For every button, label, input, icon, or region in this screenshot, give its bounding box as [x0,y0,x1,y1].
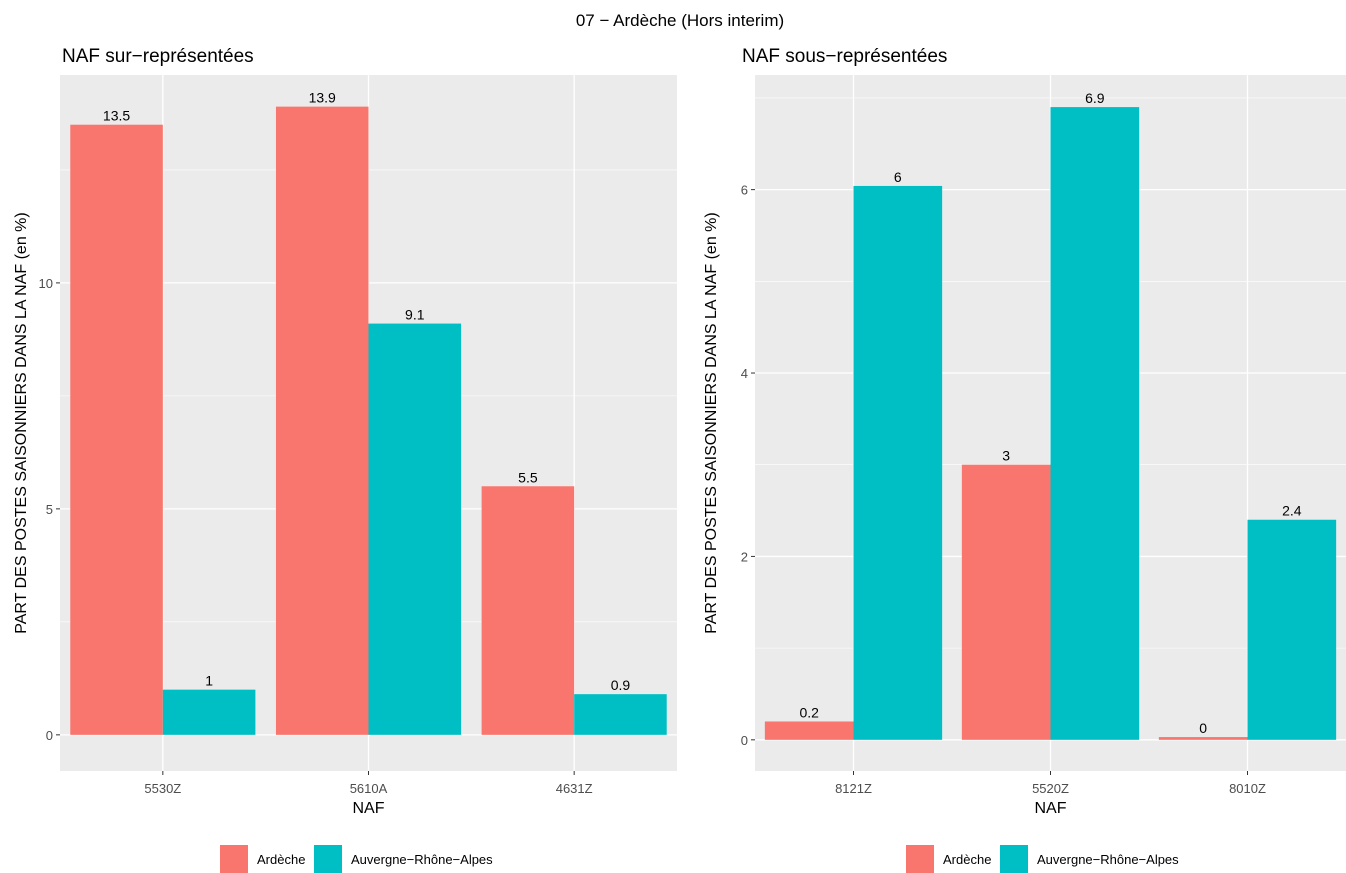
x-axis-label: NAF [1035,800,1067,817]
figure-title: 07 − Ardèche (Hors interim) [576,11,784,30]
x-tick-label: 5530Z [144,781,181,796]
bar-8010Z-auvergne-rhone-alpes [1247,519,1337,740]
legend-swatch [314,845,342,873]
bar-8121Z-ardeche [764,721,854,740]
legend: Ardèche Auvergne−Rhône−Alpes [220,845,493,873]
bar-8121Z-auvergne-rhone-alpes [853,185,943,740]
y-tick-label: 5 [46,502,53,517]
legend-swatch [906,845,934,873]
legend: Ardèche Auvergne−Rhône−Alpes [906,845,1179,873]
panel-title: NAF sur−représentées [62,46,254,67]
bar-5530Z-ardeche [70,124,163,735]
legend-label: Ardèche [943,852,991,867]
data-label: 13.5 [103,108,130,124]
legend-label: Auvergne−Rhône−Alpes [351,852,493,867]
x-tick-label: 8121Z [835,781,872,796]
y-tick-label: 0 [46,728,53,743]
bar-5520Z-ardeche [961,464,1051,740]
y-tick-label: 0 [741,733,748,748]
x-tick-label: 8010Z [1229,781,1266,796]
x-tick-label: 5610A [350,781,388,796]
x-tick-label: 5520Z [1032,781,1069,796]
data-label: 5.5 [518,469,538,485]
data-label: 0.9 [611,677,631,693]
bar-5610A-ardeche [275,106,369,735]
y-tick-label: 2 [741,549,748,564]
x-tick-label: 4631Z [556,781,593,796]
y-axis-label: PART DES POSTES SAISONNIERS DANS LA NAF … [13,212,30,633]
chart-panel-1: 13.5 13.9 5.5 1 9.1 0.9 0 5 10 5530Z 5610A 4631Z NAF… [13,46,677,873]
bar-5530Z-auvergne-rhone-alpes [162,689,256,735]
bar-5520Z-auvergne-rhone-alpes [1050,107,1140,740]
bar-5610A-auvergne-rhone-alpes [368,323,462,735]
y-tick-label: 10 [39,276,53,291]
data-label: 6 [894,169,902,185]
bar-4631Z-auvergne-rhone-alpes [574,694,667,735]
data-label: 6.9 [1085,90,1105,106]
bar-8010Z-ardeche [1158,737,1248,740]
bar-4631Z-ardeche [481,486,575,735]
legend-label: Auvergne−Rhône−Alpes [1037,852,1179,867]
chart-panel-2: 0.2 3 0 6 6.9 2.4 0 2 4 6 8121Z 5520Z 8010Z NAF sous−… [703,46,1346,873]
data-label: 3 [1002,448,1010,464]
data-label: 0.2 [799,704,819,720]
data-label: 2.4 [1282,503,1302,519]
x-axis-label: NAF [353,800,385,817]
y-tick-label: 4 [741,366,748,381]
data-label: 0 [1199,720,1207,736]
y-tick-label: 6 [741,183,748,198]
y-axis-label: PART DES POSTES SAISONNIERS DANS LA NAF … [703,212,720,633]
legend-swatch [1000,845,1028,873]
legend-label: Ardèche [257,852,305,867]
data-label: 13.9 [309,90,336,106]
legend-swatch [220,845,248,873]
panel-title: NAF sous−représentées [742,46,947,67]
data-label: 9.1 [405,307,425,323]
data-label: 1 [205,673,213,689]
